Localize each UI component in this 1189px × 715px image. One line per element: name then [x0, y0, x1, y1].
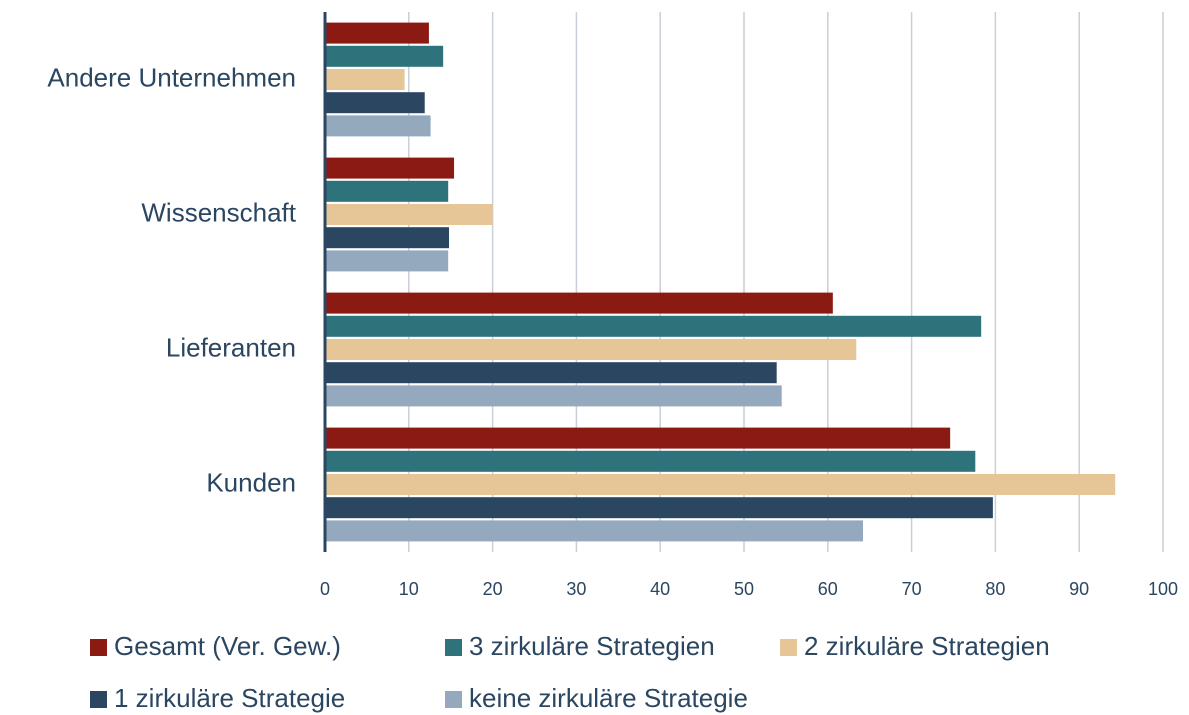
legend-swatch	[90, 691, 107, 708]
y-tick-label: Wissenschaft	[141, 197, 296, 227]
legend-swatch	[90, 639, 107, 656]
bar	[325, 292, 833, 314]
bar	[325, 250, 449, 272]
x-tick-label: 50	[734, 579, 754, 599]
legend-swatch	[445, 639, 462, 656]
x-tick-label: 30	[566, 579, 586, 599]
x-tick-label: 0	[320, 579, 330, 599]
legend-label: 2 zirkuläre Strategien	[804, 631, 1050, 661]
x-tick-label: 20	[483, 579, 503, 599]
legend-label: Gesamt (Ver. Gew.)	[114, 631, 341, 661]
bar	[325, 45, 444, 67]
x-tick-label: 60	[818, 579, 838, 599]
x-tick-label: 100	[1148, 579, 1178, 599]
bar	[325, 362, 777, 384]
x-tick-label: 10	[399, 579, 419, 599]
bar	[325, 157, 455, 179]
bar	[325, 520, 863, 542]
bar	[325, 497, 993, 519]
bar	[325, 22, 429, 44]
x-tick-label: 40	[650, 579, 670, 599]
bar	[325, 450, 976, 472]
bar	[325, 385, 782, 407]
bar	[325, 204, 493, 225]
legend-swatch	[445, 691, 462, 708]
legend-swatch	[780, 639, 797, 656]
x-tick-label: 80	[985, 579, 1005, 599]
y-tick-label: Andere Unternehmen	[47, 62, 296, 92]
bar	[325, 180, 449, 202]
bar	[325, 474, 1116, 495]
x-tick-label: 90	[1069, 579, 1089, 599]
bar	[325, 427, 951, 449]
bar	[325, 115, 431, 137]
legend-label: keine zirkuläre Strategie	[469, 683, 748, 713]
bar	[325, 339, 857, 360]
x-tick-label: 70	[902, 579, 922, 599]
bar	[325, 315, 982, 337]
legend-label: 1 zirkuläre Strategie	[114, 683, 345, 713]
y-tick-label: Lieferanten	[166, 332, 296, 362]
bar	[325, 92, 425, 114]
y-tick-label: Kunden	[206, 467, 296, 497]
bar	[325, 69, 405, 90]
bar	[325, 227, 450, 249]
legend-label: 3 zirkuläre Strategien	[469, 631, 715, 661]
